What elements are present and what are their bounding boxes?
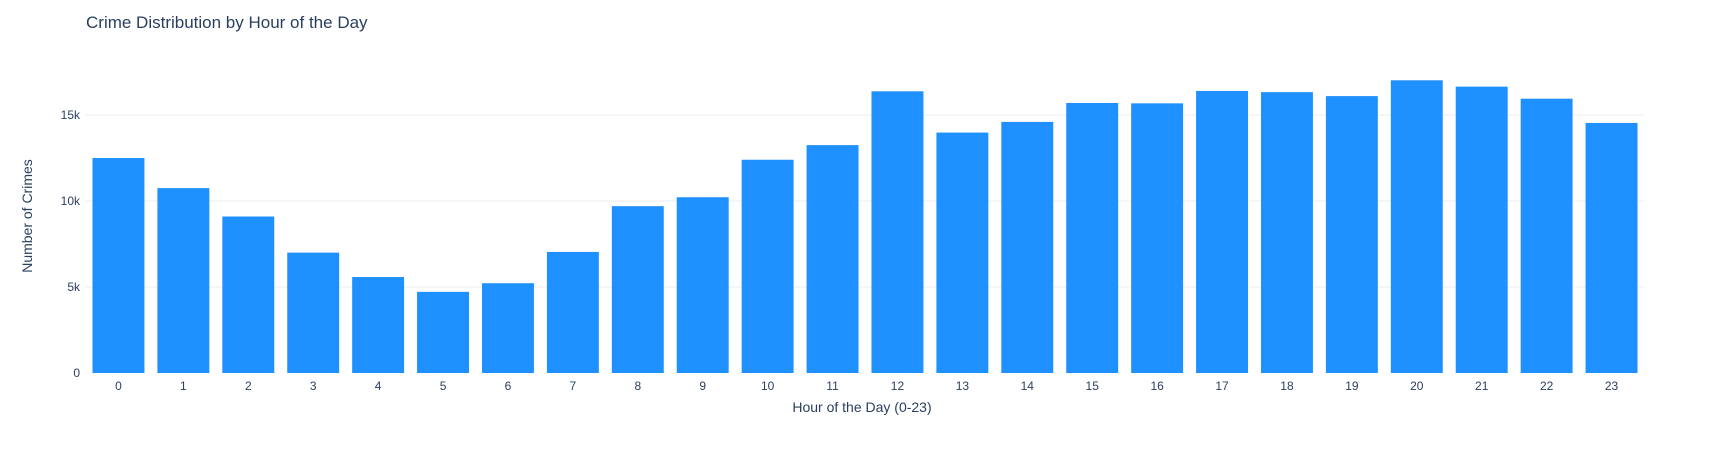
bar-hour-19[interactable] bbox=[1325, 96, 1378, 373]
bar-hour-20[interactable] bbox=[1390, 80, 1443, 374]
bar-hour-13[interactable] bbox=[936, 132, 989, 373]
x-tick-label: 4 bbox=[375, 379, 382, 393]
bar-hour-5[interactable] bbox=[417, 291, 470, 373]
bar-hour-1[interactable] bbox=[157, 188, 210, 373]
y-tick-label: 0 bbox=[73, 366, 80, 380]
x-tick-label: 11 bbox=[826, 379, 839, 393]
x-tick-label: 12 bbox=[891, 379, 905, 393]
x-axis-ticks: 0 1 2 3 4 5 6 7 8 9 10 11 12 13 14 15 16 17 18 19 20 21 22 23 bbox=[115, 379, 1618, 393]
bar-hour-0[interactable] bbox=[92, 158, 145, 373]
bar-hour-2[interactable] bbox=[222, 216, 275, 374]
bar-hour-4[interactable] bbox=[352, 277, 405, 373]
x-tick-label: 10 bbox=[761, 379, 775, 393]
y-tick-label: 10k bbox=[61, 194, 81, 208]
x-tick-label: 23 bbox=[1605, 379, 1619, 393]
bar-hour-21[interactable] bbox=[1455, 86, 1508, 374]
x-axis-title: Hour of the Day (0-23) bbox=[792, 399, 931, 415]
chart-title: Crime Distribution by Hour of the Day bbox=[86, 13, 368, 32]
bar-hour-23[interactable] bbox=[1585, 122, 1638, 373]
x-tick-label: 17 bbox=[1215, 379, 1229, 393]
x-tick-label: 2 bbox=[245, 379, 252, 393]
x-tick-label: 0 bbox=[115, 379, 122, 393]
x-tick-label: 18 bbox=[1280, 379, 1294, 393]
gridlines bbox=[86, 114, 1644, 288]
x-tick-label: 15 bbox=[1086, 379, 1100, 393]
bar-hour-18[interactable] bbox=[1260, 92, 1313, 374]
x-tick-label: 13 bbox=[956, 379, 970, 393]
x-tick-label: 5 bbox=[440, 379, 447, 393]
x-tick-label: 6 bbox=[505, 379, 512, 393]
y-axis-ticks: 0 5k 10k 15k bbox=[61, 108, 81, 380]
bar-hour-8[interactable] bbox=[611, 206, 664, 373]
bar-hour-22[interactable] bbox=[1520, 98, 1573, 373]
bar-hour-12[interactable] bbox=[871, 91, 924, 374]
bar-hour-9[interactable] bbox=[676, 197, 729, 373]
x-tick-label: 16 bbox=[1150, 379, 1164, 393]
bar-hour-17[interactable] bbox=[1196, 90, 1249, 373]
x-tick-label: 14 bbox=[1021, 379, 1035, 393]
bar-hour-15[interactable] bbox=[1066, 102, 1119, 373]
bar-hour-6[interactable] bbox=[481, 283, 534, 373]
x-tick-label: 19 bbox=[1345, 379, 1359, 393]
x-tick-label: 3 bbox=[310, 379, 317, 393]
x-tick-label: 1 bbox=[180, 379, 187, 393]
bars bbox=[92, 80, 1638, 374]
x-tick-label: 21 bbox=[1475, 379, 1489, 393]
y-tick-label: 5k bbox=[67, 280, 81, 294]
bar-hour-3[interactable] bbox=[287, 252, 340, 373]
x-tick-label: 8 bbox=[634, 379, 641, 393]
bar-hour-7[interactable] bbox=[546, 251, 599, 373]
x-tick-label: 9 bbox=[699, 379, 706, 393]
y-tick-label: 15k bbox=[61, 108, 81, 122]
bar-hour-16[interactable] bbox=[1131, 103, 1184, 373]
y-axis-title: Number of Crimes bbox=[19, 159, 35, 273]
bar-hour-11[interactable] bbox=[806, 145, 859, 373]
x-tick-label: 20 bbox=[1410, 379, 1424, 393]
bar-hour-10[interactable] bbox=[741, 159, 794, 373]
x-tick-label: 22 bbox=[1540, 379, 1554, 393]
x-tick-label: 7 bbox=[570, 379, 577, 393]
bar-hour-14[interactable] bbox=[1001, 121, 1054, 374]
